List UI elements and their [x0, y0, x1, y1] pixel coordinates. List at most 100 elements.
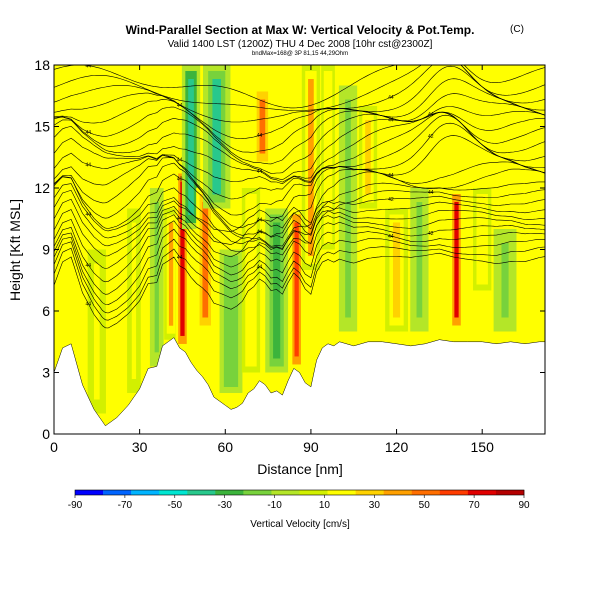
theta-contour-label: 44: [257, 169, 263, 175]
y-tick-label: 3: [42, 365, 50, 381]
colorbar-tick-label: 50: [419, 500, 431, 511]
theta-contour-label: 44: [177, 157, 183, 163]
y-tick-label: 18: [34, 57, 50, 73]
colorbar-tick-label: 10: [319, 500, 331, 511]
theta-contour-label: 40: [177, 176, 183, 182]
theta-contour-line: [54, 252, 545, 329]
velocity-band-core: [479, 202, 486, 277]
theta-contour-line: [54, 65, 545, 109]
theta-contour-label: 44: [388, 95, 394, 101]
x-tick-label: 0: [50, 439, 58, 455]
theta-contours: [54, 65, 545, 329]
colorbar-segment: [355, 490, 384, 495]
y-tick-label: 6: [42, 303, 50, 319]
theta-contour-label: 44: [85, 212, 91, 218]
theta-contour-label: 44: [428, 190, 434, 196]
colorbar: -90 -70 -50 -30 -10 10 30 50 70 90: [68, 489, 530, 511]
theta-contour-line: [54, 78, 545, 153]
chart-subnote: bndMax=168@ 3P 81,15 44,29Ohm: [252, 51, 348, 57]
velocity-band-core: [501, 243, 509, 318]
theta-contour-line: [54, 111, 545, 181]
y-axis-label: Height [Kft MSL]: [7, 199, 23, 301]
x-tick-label: 30: [132, 439, 148, 455]
velocity-band-core: [180, 181, 185, 336]
theta-contour-label: 44: [85, 302, 91, 308]
theta-contour-line: [54, 228, 545, 306]
theta-contour-label: 44: [85, 130, 91, 136]
x-tick-label: 60: [217, 439, 233, 455]
theta-contour-label: 44: [428, 112, 434, 118]
colorbar-segment: [467, 490, 497, 495]
theta-contour-line: [54, 93, 545, 165]
chart-title-badge: (C): [510, 24, 524, 35]
x-tick-label: 150: [471, 439, 495, 455]
theta-contour-label: 44: [388, 234, 394, 240]
theta-contour-label: 42: [388, 197, 394, 203]
colorbar-tick-label: 90: [518, 500, 530, 511]
colorbar-tick-label: -10: [267, 500, 282, 511]
theta-contour-line: [54, 181, 545, 249]
velocity-band-core: [168, 222, 174, 326]
colorbar-segment: [243, 490, 272, 495]
colorbar-segment: [187, 490, 216, 495]
theta-contour-line: [54, 201, 545, 257]
colorbar-frame: [74, 489, 525, 496]
velocity-band-core: [227, 263, 235, 379]
velocity-band-core: [308, 79, 314, 256]
colorbar-label: Vertical Velocity [cm/s]: [250, 519, 350, 530]
theta-contour-line: [54, 106, 545, 174]
velocity-band-core: [259, 99, 266, 154]
y-tick-label: 0: [42, 426, 50, 442]
theta-contour-label: 44: [388, 173, 394, 179]
velocity-band-core: [325, 79, 331, 236]
theta-contour-line: [54, 111, 545, 183]
colorbar-tick-label: 30: [369, 500, 381, 511]
theta-contour-line: [54, 122, 545, 216]
theta-contour-label: 44: [85, 64, 91, 70]
y-tick-label: 15: [34, 119, 50, 135]
y-tick-label: 9: [42, 242, 50, 258]
plot-area: 44 44 44 44 42 44 44 44 42 44 44 40 44 44 42 44 44 44 44 44…: [54, 57, 545, 434]
terrain-mask: [54, 337, 545, 434]
velocity-band-core: [188, 79, 194, 215]
theta-contour-line: [54, 238, 545, 314]
theta-contour-label: 44: [428, 57, 434, 63]
theta-contour-label: 44: [257, 264, 263, 270]
velocity-band-core: [93, 263, 100, 400]
theta-contour-label: 44: [257, 230, 263, 236]
theta-contour-label: 44: [85, 162, 91, 168]
colorbar-tick-label: -70: [118, 500, 133, 511]
velocity-band-core: [365, 120, 371, 195]
colorbar-segment: [327, 490, 356, 495]
colorbar-segment: [439, 490, 469, 495]
x-axis-ticks: 0 30 60 90 120 150: [50, 65, 494, 455]
velocity-band-core: [392, 222, 401, 318]
theta-contour-label: 44: [257, 133, 263, 139]
chart-header: Wind-Parallel Section at Max W: Vertical…: [126, 23, 524, 57]
theta-contour-line: [54, 210, 545, 269]
theta-contour-line: [54, 161, 545, 237]
theta-contour-line: [54, 195, 545, 247]
theta-contour-label: 44: [177, 103, 183, 109]
theta-contour-line: [54, 168, 545, 247]
colorbar-tick-label: -30: [217, 500, 232, 511]
contour-labels: 44 44 44 44 42 44 44 44 42 44 44 40 44 44 42 44 44 44 44 44…: [85, 57, 434, 308]
y-tick-label: 12: [34, 180, 50, 196]
x-tick-label: 90: [303, 439, 319, 455]
theta-contour-label: 44: [177, 216, 183, 222]
velocity-band-core: [273, 222, 281, 359]
theta-contour-label: 44: [177, 255, 183, 261]
colorbar-segment: [103, 490, 132, 495]
theta-contour-line: [54, 65, 545, 111]
theta-contour-line: [54, 246, 545, 321]
colorbar-segment: [383, 490, 413, 495]
colorbar-segment: [131, 490, 160, 495]
theta-contour-label: 44: [388, 118, 394, 124]
chart-subtitle: Valid 1400 LST (1200Z) THU 4 Dec 2008 [1…: [168, 39, 433, 50]
x-axis-label: Distance [nm]: [257, 461, 343, 477]
velocity-band-core: [294, 222, 299, 357]
velocity-bands: [87, 65, 517, 414]
theta-contour-label: 44: [85, 263, 91, 269]
theta-contour-line: [54, 220, 545, 295]
